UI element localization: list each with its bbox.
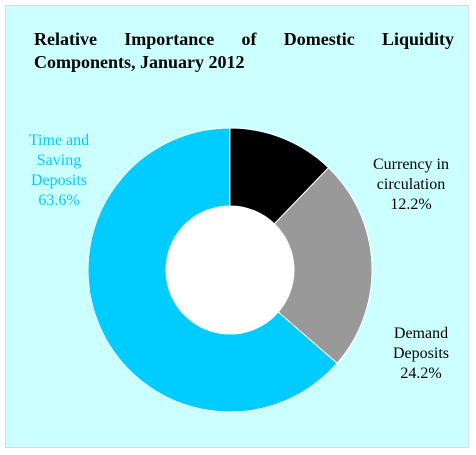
slice-value-label: 24.2% bbox=[400, 365, 442, 382]
slice-label-line: circulation bbox=[376, 176, 446, 193]
slice-label-demand-deposits: Demand Deposits 24.2% bbox=[378, 324, 464, 384]
slice-label-line: Deposits bbox=[393, 345, 449, 362]
donut-hole bbox=[166, 206, 294, 334]
slice-label-line: Demand bbox=[393, 325, 449, 342]
slice-value-label: 63.6% bbox=[38, 192, 80, 209]
slice-label-line: Time and bbox=[28, 132, 90, 149]
chart-area: Relative Importance of Domestic Liquidit… bbox=[5, 5, 469, 448]
donut-chart bbox=[87, 127, 373, 413]
slice-label-line: Deposits bbox=[31, 172, 87, 189]
slice-label-line: Saving bbox=[36, 152, 82, 169]
slice-label-line: Currency in bbox=[373, 156, 449, 173]
slice-label-currency: Currency in circulation 12.2% bbox=[358, 155, 464, 215]
slice-label-time-deposits: Time and Saving Deposits 63.6% bbox=[16, 131, 102, 211]
chart-title: Relative Importance of Domestic Liquidit… bbox=[34, 29, 454, 72]
slice-value-label: 12.2% bbox=[390, 196, 432, 213]
